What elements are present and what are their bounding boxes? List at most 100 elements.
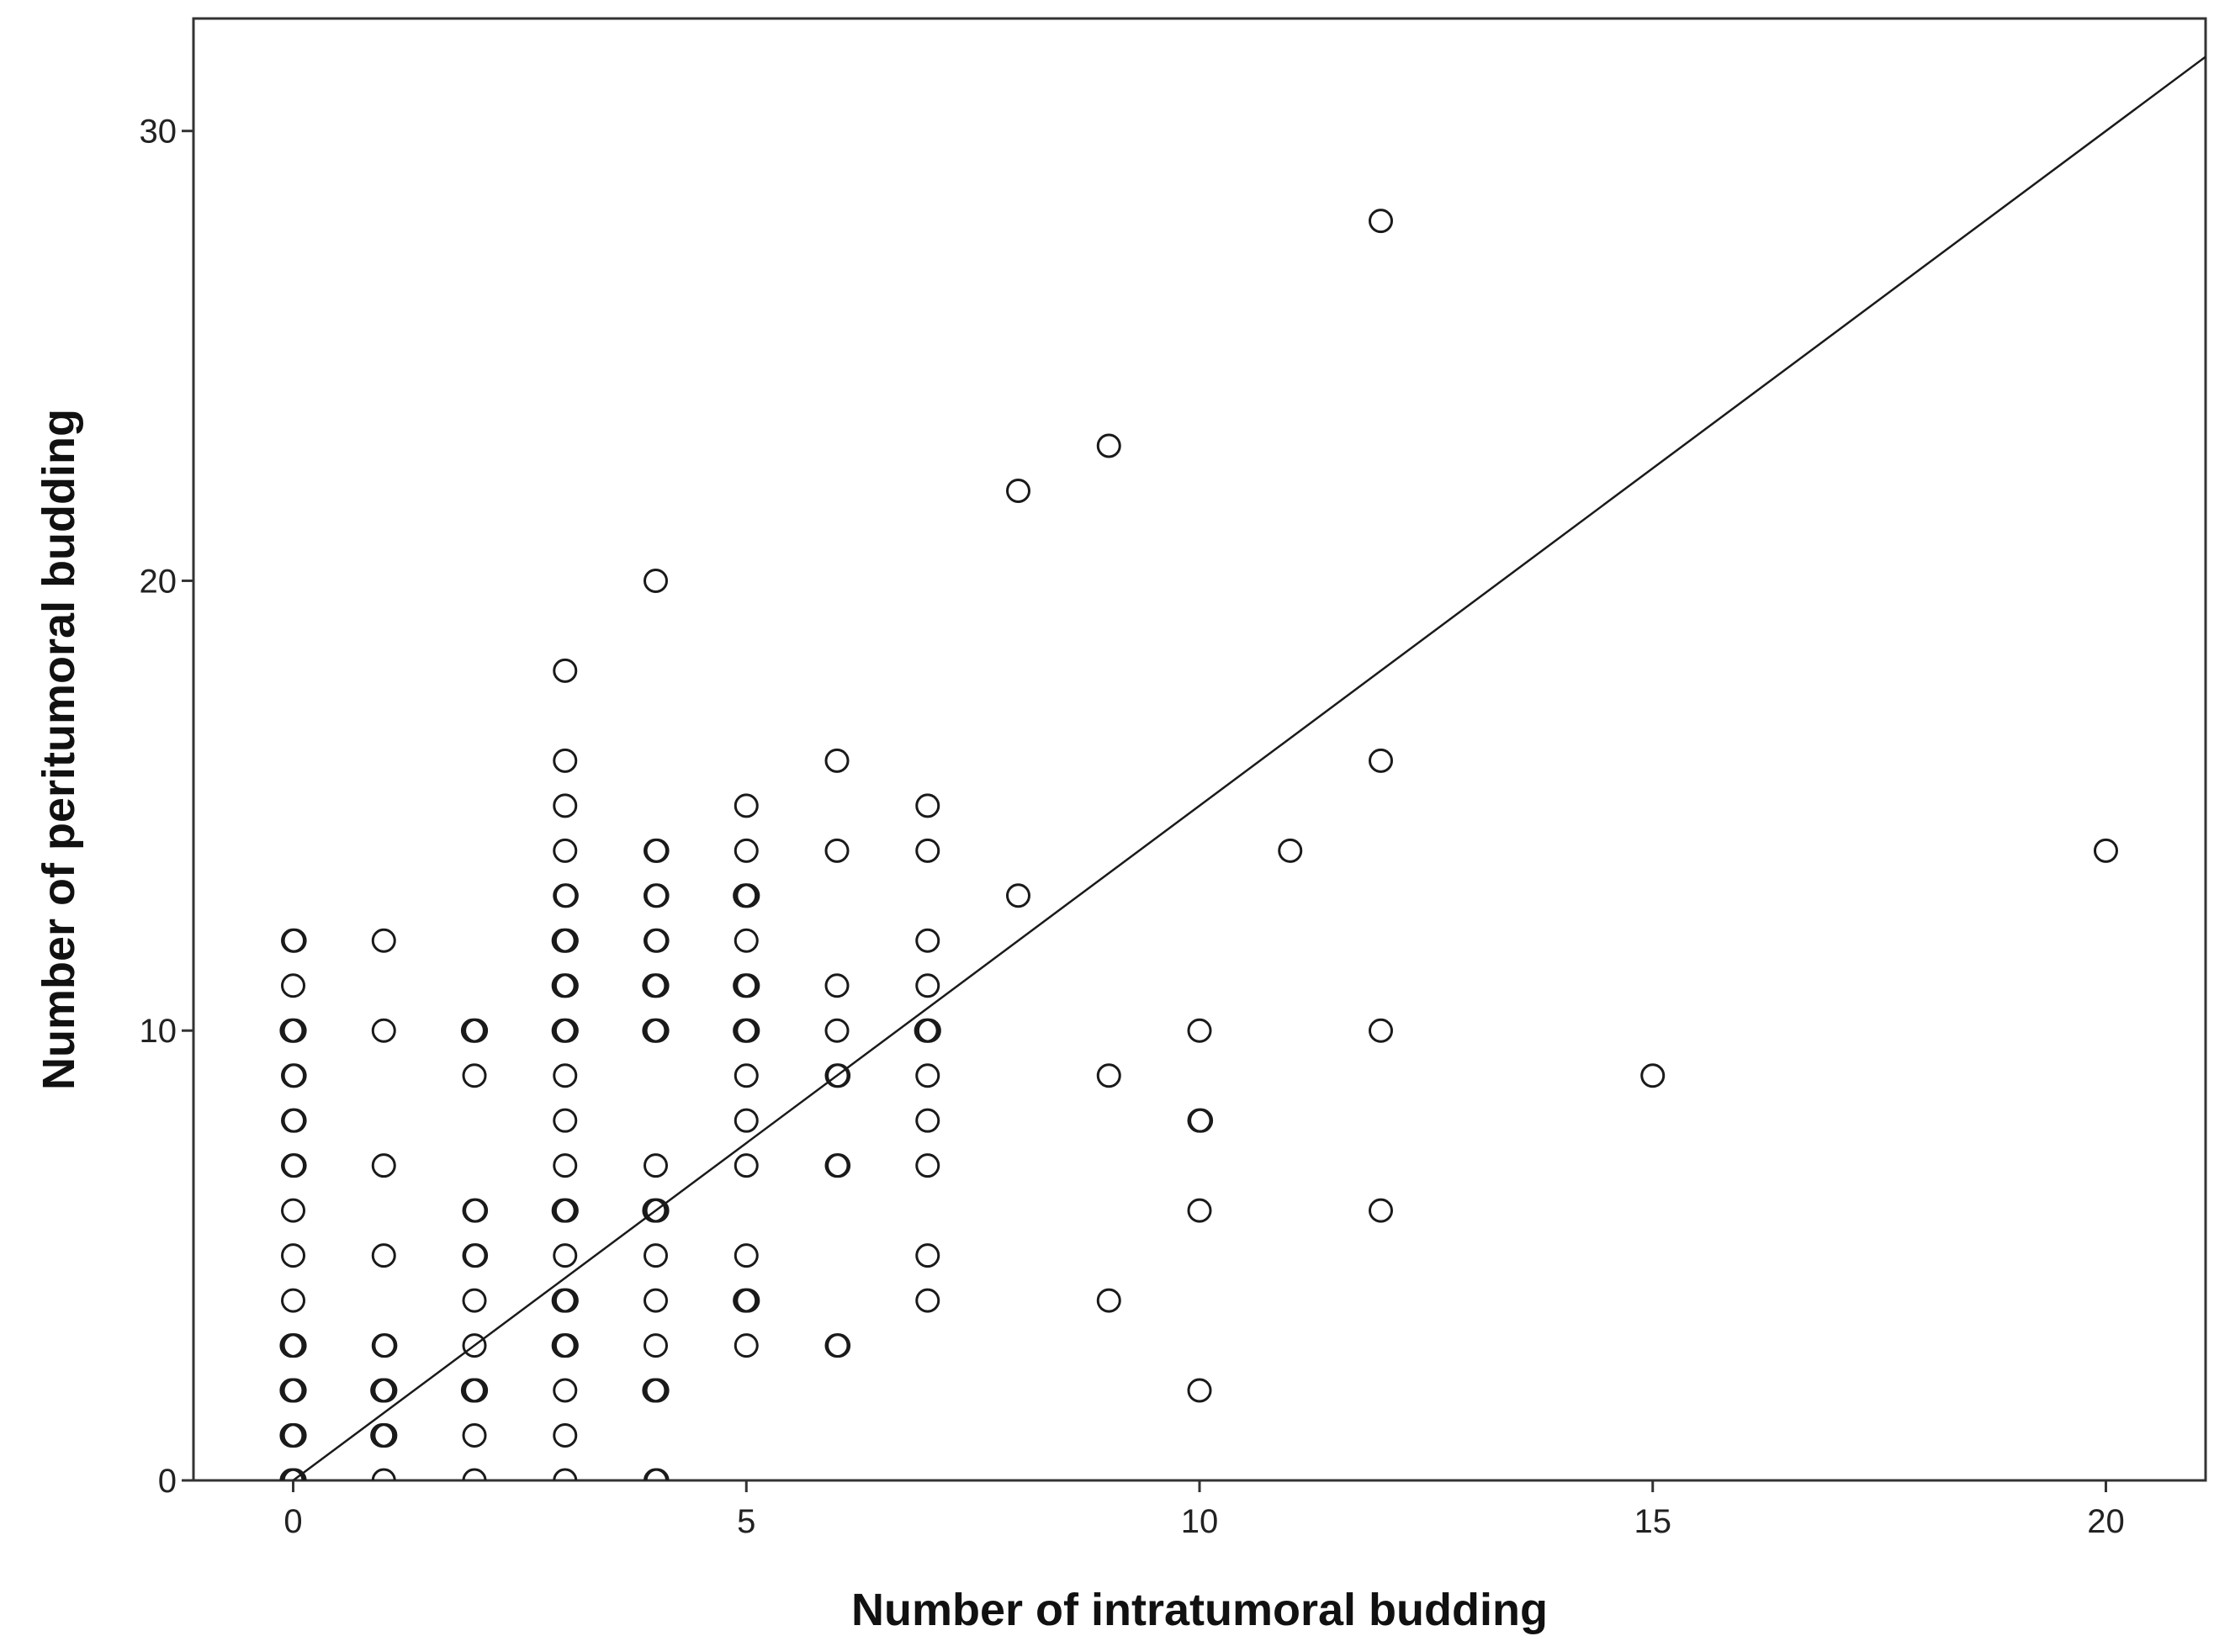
- x-tick-label: 0: [283, 1503, 302, 1540]
- data-point: [553, 658, 578, 683]
- data-point: [551, 928, 576, 953]
- data-point: [824, 748, 850, 773]
- data-point: [553, 1108, 578, 1133]
- data-point: [460, 1018, 485, 1043]
- data-point: [553, 1153, 578, 1178]
- data-point: [734, 928, 759, 953]
- data-point: [915, 838, 940, 863]
- data-point: [371, 1468, 396, 1480]
- axis-ticks: 0 5 10 15 20 0 10 20 30: [140, 114, 2125, 1540]
- data-point: [734, 1243, 759, 1268]
- y-tick-label: 0: [158, 1463, 177, 1500]
- data-point: [551, 1333, 576, 1358]
- data-point: [551, 1018, 576, 1043]
- data-point: [733, 1288, 758, 1313]
- data-point: [462, 1423, 487, 1448]
- data-point: [1096, 1063, 1121, 1088]
- data-point: [642, 1198, 667, 1223]
- data-point: [551, 1288, 576, 1313]
- data-point: [281, 1288, 306, 1313]
- data-point: [915, 1063, 940, 1088]
- data-point: [733, 883, 758, 908]
- data-point: [915, 1108, 940, 1133]
- data-point: [371, 1153, 396, 1178]
- regression-line: [291, 56, 2206, 1480]
- data-point: [279, 1423, 305, 1448]
- data-point: [553, 1243, 578, 1268]
- data-point: [553, 1378, 578, 1403]
- data-point: [914, 1018, 939, 1043]
- data-point: [642, 1378, 667, 1403]
- data-points: [279, 209, 2118, 1480]
- data-point: [733, 973, 758, 998]
- data-point: [370, 1378, 395, 1403]
- data-point: [281, 973, 306, 998]
- data-point: [915, 1243, 940, 1268]
- data-point: [282, 1153, 307, 1178]
- data-point: [371, 1018, 396, 1043]
- data-point: [281, 1243, 306, 1268]
- data-point: [644, 1153, 669, 1178]
- data-point: [826, 1333, 851, 1358]
- data-point: [644, 568, 669, 593]
- data-point: [1368, 209, 1393, 234]
- data-point: [644, 1288, 669, 1313]
- data-point: [644, 928, 670, 953]
- data-point: [553, 1423, 578, 1448]
- data-point: [553, 1468, 578, 1480]
- data-point: [460, 1378, 485, 1403]
- data-point: [915, 793, 940, 818]
- data-point: [462, 1468, 487, 1480]
- data-point: [371, 1243, 396, 1268]
- data-point: [1278, 838, 1303, 863]
- data-point: [824, 1018, 850, 1043]
- data-point: [734, 1333, 759, 1358]
- data-point: [279, 1333, 305, 1358]
- data-point: [734, 1063, 759, 1088]
- data-point: [1187, 1198, 1212, 1223]
- data-point: [1096, 433, 1121, 458]
- y-tick-label: 10: [140, 1013, 177, 1050]
- data-point: [553, 748, 578, 773]
- data-point: [1187, 1018, 1212, 1043]
- data-point: [733, 1018, 758, 1043]
- data-point: [279, 1378, 305, 1403]
- data-point: [554, 883, 579, 908]
- data-point: [734, 838, 759, 863]
- x-tick-label: 10: [1181, 1503, 1219, 1540]
- data-point: [734, 1108, 759, 1133]
- data-point: [551, 973, 576, 998]
- data-point: [1368, 1198, 1393, 1223]
- data-point: [644, 1333, 669, 1358]
- data-point: [462, 1333, 487, 1358]
- data-point: [915, 1153, 940, 1178]
- data-point: [734, 1153, 759, 1178]
- data-point: [462, 1063, 487, 1088]
- data-point: [462, 1288, 487, 1313]
- data-point: [915, 1288, 940, 1313]
- x-axis-title: Number of intratumoral budding: [851, 1585, 1548, 1635]
- data-point: [824, 973, 850, 998]
- data-point: [644, 838, 670, 863]
- x-tick-label: 15: [1634, 1503, 1671, 1540]
- data-point: [282, 1063, 307, 1088]
- data-point: [1006, 479, 1031, 504]
- data-point: [371, 928, 396, 953]
- data-point: [826, 1063, 851, 1088]
- data-point: [915, 973, 940, 998]
- data-point: [463, 1243, 489, 1268]
- data-point: [644, 1243, 669, 1268]
- y-tick-label: 20: [140, 563, 177, 600]
- data-point: [279, 1018, 305, 1043]
- data-point: [1006, 883, 1031, 908]
- data-point: [463, 1198, 489, 1223]
- data-point: [644, 883, 670, 908]
- data-point: [644, 1468, 670, 1480]
- data-point: [282, 1108, 307, 1133]
- data-point: [279, 1468, 305, 1480]
- data-point: [551, 1198, 576, 1223]
- data-point: [553, 793, 578, 818]
- data-point: [915, 928, 940, 953]
